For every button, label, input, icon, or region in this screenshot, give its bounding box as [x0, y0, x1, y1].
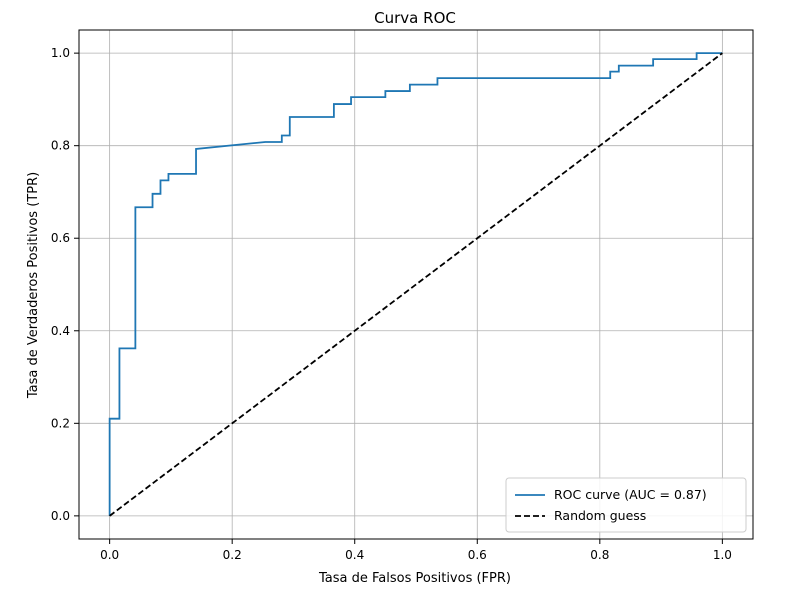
roc-curve-line [108, 52, 723, 516]
y-tick-label: 0.4 [51, 324, 70, 338]
series-layer [108, 52, 723, 517]
tick-marks: 0.0 0.2 0.4 0.6 0.8 1.0 0.0 0.2 0.4 0.6 0.8 1.0 [51, 46, 732, 562]
legend: ROC curve (AUC = 0.87) Random guess [505, 477, 747, 533]
x-tick-label: 0.8 [590, 548, 609, 562]
x-tick-label: 0.4 [345, 548, 364, 562]
y-tick-label: 0.0 [51, 509, 70, 523]
y-axis-label: Tasa de Verdaderos Positivos (TPR) [26, 172, 41, 399]
grid-lines [79, 30, 753, 539]
y-tick-label: 0.2 [51, 416, 70, 430]
x-tick-label: 0.2 [223, 548, 242, 562]
plot-frame [78, 29, 754, 540]
random-guess-line [109, 52, 723, 517]
x-axis-label: Tasa de Falsos Positivos (FPR) [318, 571, 511, 586]
x-tick-label: 1.0 [713, 548, 732, 562]
chart-title: Curva ROC [374, 9, 456, 27]
y-tick-label: 1.0 [51, 46, 70, 60]
legend-box [505, 477, 747, 533]
legend-label: ROC curve (AUC = 0.87) [554, 487, 707, 502]
y-tick-label: 0.8 [51, 139, 70, 153]
legend-label: Random guess [554, 508, 646, 523]
y-tick-label: 0.6 [51, 231, 70, 245]
x-tick-label: 0.0 [100, 548, 119, 562]
x-tick-label: 0.6 [468, 548, 487, 562]
